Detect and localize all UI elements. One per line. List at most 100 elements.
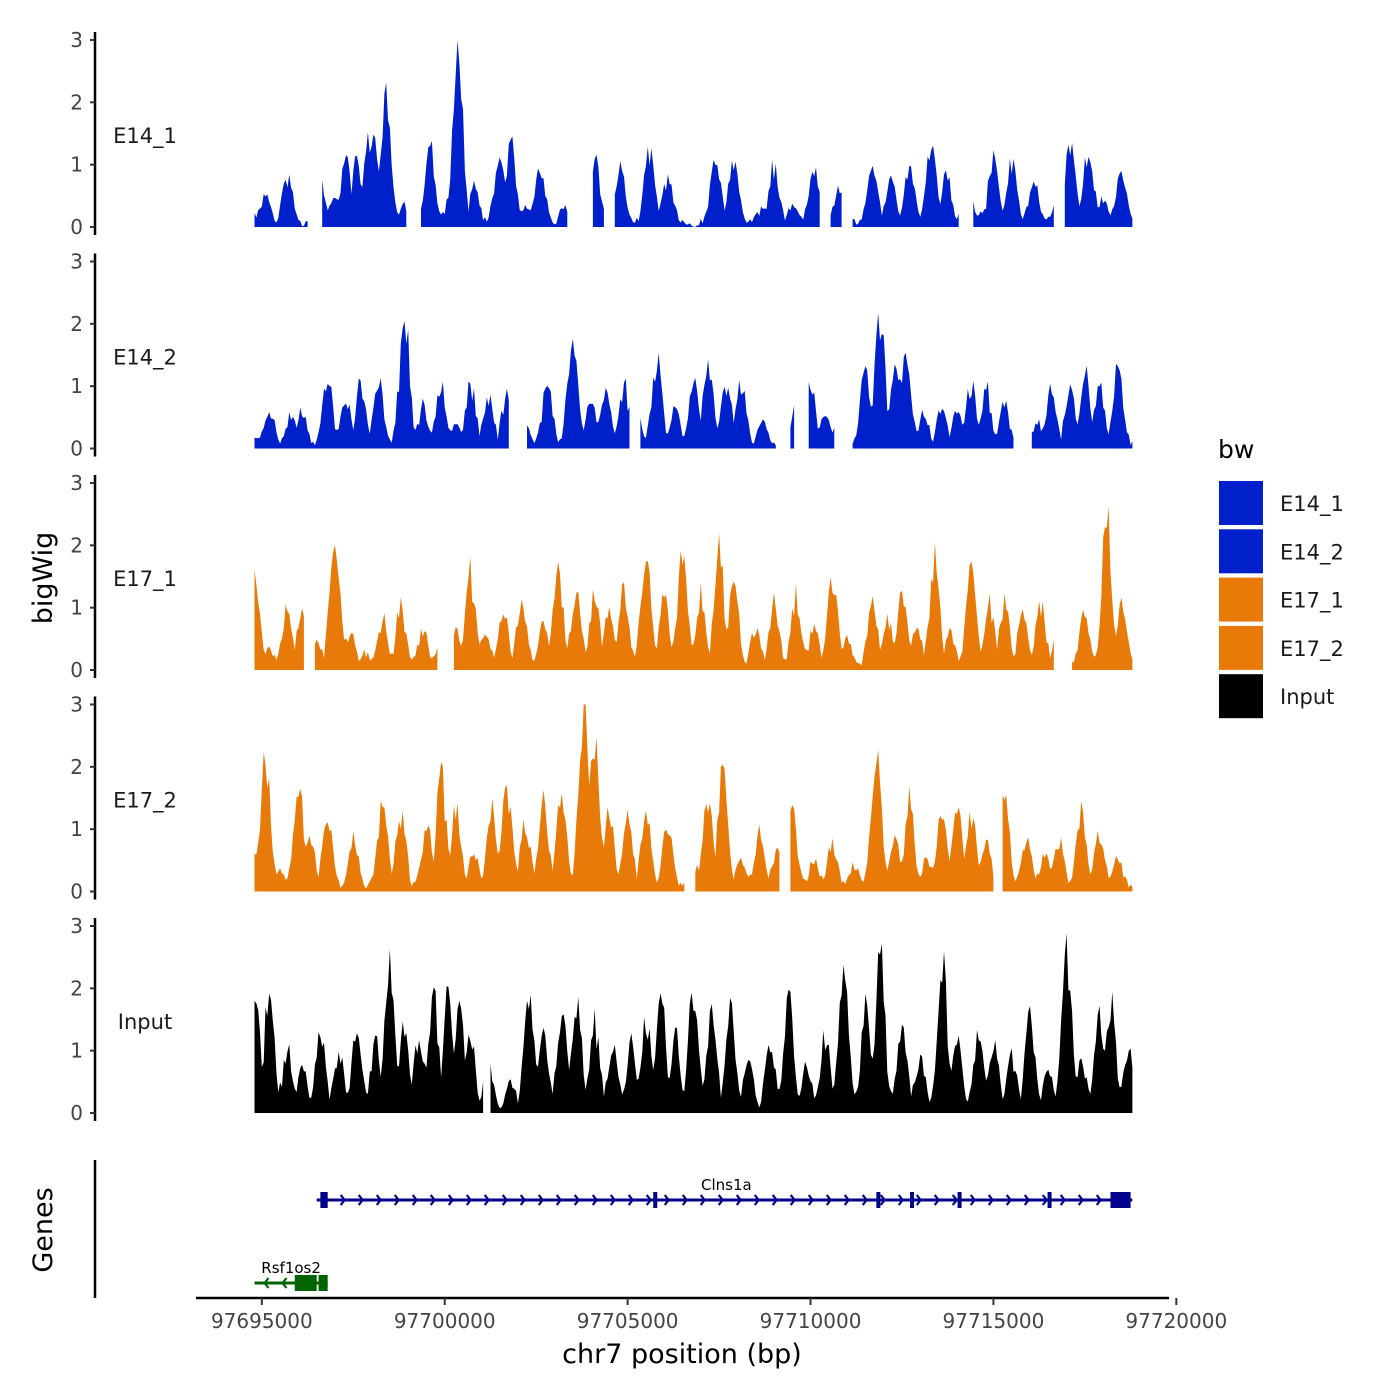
strand-chevron: [735, 1194, 743, 1206]
exon-block: [653, 1192, 658, 1208]
y-tick-label: 2: [70, 755, 83, 779]
track-label-E17_1: E17_1: [113, 567, 177, 592]
y-tick-label: 2: [70, 90, 83, 114]
gene-Rsf1os2: Rsf1os2: [254, 1259, 328, 1291]
y-tick-label: 0: [70, 215, 83, 239]
strand-chevron: [609, 1194, 617, 1206]
legend-label-E17_1: E17_1: [1280, 589, 1344, 614]
track-panel-Input: 0 1 2 3 Input: [70, 914, 1133, 1125]
strand-chevron: [789, 1194, 797, 1206]
strand-chevron: [465, 1194, 473, 1206]
track-panels: 0 1 2 3 E14_1 0 1 2 3 E14_2 0 1 2 3 E17_1 0 1 2 3 E17_2 0 1 2 3…: [70, 28, 1133, 1125]
strand-chevron: [1005, 1194, 1013, 1206]
signal-area-Input: [254, 933, 1133, 1113]
gene-Clns1a: Clns1a: [316, 1176, 1133, 1208]
x-tick-label: 97695000: [211, 1309, 313, 1333]
y-tick-label: 1: [70, 817, 83, 841]
strand-chevron: [645, 1194, 653, 1206]
legend-label-Input: Input: [1280, 685, 1334, 709]
strand-chevron: [537, 1194, 545, 1206]
strand-chevron: [357, 1194, 365, 1206]
gene-label-Rsf1os2: Rsf1os2: [261, 1259, 321, 1277]
strand-chevron: [897, 1194, 905, 1206]
y-tick-label: 3: [70, 693, 83, 717]
strand-chevron: [501, 1194, 509, 1206]
strand-chevron: [879, 1194, 887, 1206]
x-tick-label: 97715000: [943, 1309, 1045, 1333]
strand-chevron: [843, 1194, 851, 1206]
y-axis-title: bigWig: [28, 532, 59, 625]
exon-block: [957, 1192, 962, 1208]
strand-chevron: [573, 1194, 581, 1206]
legend-label-E17_2: E17_2: [1280, 637, 1344, 662]
x-tick-label: 97710000: [760, 1309, 862, 1333]
track-panel-E14_1: 0 1 2 3 E14_1: [70, 28, 1133, 239]
legend-title: bw: [1218, 435, 1254, 464]
strand-chevron: [951, 1194, 959, 1206]
legend-swatch-E17_2: [1219, 625, 1263, 670]
strand-chevron: [627, 1194, 635, 1206]
track-label-E17_2: E17_2: [113, 789, 177, 814]
strand-chevron: [717, 1194, 725, 1206]
y-tick-label: 1: [70, 153, 83, 177]
x-tick-label: 97705000: [577, 1309, 679, 1333]
y-tick-label: 2: [70, 976, 83, 1000]
strand-chevron: [825, 1194, 833, 1206]
legend-swatch-Input: [1219, 674, 1263, 719]
y-tick-label: 0: [70, 1101, 83, 1125]
genes-panel: Clns1a Rsf1os2: [93, 1160, 1133, 1298]
strand-chevron: [987, 1194, 995, 1206]
y-tick-label: 3: [70, 914, 83, 938]
strand-chevron: [1077, 1194, 1085, 1206]
y-tick-label: 3: [70, 250, 83, 274]
strand-chevron: [699, 1194, 707, 1206]
track-panel-E14_2: 0 1 2 3 E14_2: [70, 250, 1133, 461]
strand-chevron: [969, 1194, 977, 1206]
strand-chevron: [1023, 1194, 1031, 1206]
exon-block: [876, 1192, 881, 1208]
x-tick-label: 97700000: [394, 1309, 496, 1333]
y-tick-label: 1: [70, 596, 83, 620]
exon-block: [1110, 1192, 1131, 1208]
strand-chevron: [753, 1194, 761, 1206]
y-tick-label: 0: [70, 437, 83, 461]
strand-chevron: [483, 1194, 491, 1206]
strand-chevron: [1059, 1194, 1067, 1206]
track-panel-E17_2: 0 1 2 3 E17_2: [70, 693, 1133, 904]
legend-swatch-E14_2: [1219, 529, 1263, 574]
track-label-E14_1: E14_1: [113, 124, 177, 149]
strand-chevron: [861, 1194, 869, 1206]
exon-block: [1047, 1192, 1052, 1208]
genes-panel-label: Genes: [28, 1187, 59, 1272]
strand-chevron: [591, 1194, 599, 1206]
track-label-E14_2: E14_2: [113, 346, 177, 371]
y-tick-label: 2: [70, 312, 83, 336]
exon-block: [294, 1275, 317, 1291]
y-tick-label: 2: [70, 533, 83, 557]
strand-chevron: [429, 1194, 437, 1206]
track-label-Input: Input: [118, 1010, 172, 1034]
strand-chevron: [447, 1194, 455, 1206]
signal-area-E17_2: [254, 704, 1133, 892]
strand-chevron: [807, 1194, 815, 1206]
exon-block: [910, 1192, 915, 1208]
strand-chevron: [1041, 1194, 1049, 1206]
track-panel-E17_1: 0 1 2 3 E17_1: [70, 471, 1133, 682]
x-axis-title: chr7 position (bp): [562, 1339, 802, 1370]
y-tick-label: 0: [70, 880, 83, 904]
strand-chevron: [555, 1194, 563, 1206]
y-tick-label: 1: [70, 1039, 83, 1063]
strand-chevron: [393, 1194, 401, 1206]
strand-chevron: [933, 1194, 941, 1206]
strand-chevron: [263, 1277, 270, 1289]
legend-label-E14_2: E14_2: [1280, 540, 1344, 565]
exon-block: [318, 1275, 328, 1291]
y-tick-label: 0: [70, 658, 83, 682]
gene-label-Clns1a: Clns1a: [701, 1176, 752, 1194]
signal-area-E14_2: [254, 313, 1133, 449]
strand-chevron: [1095, 1194, 1103, 1206]
legend-swatch-E14_1: [1219, 481, 1263, 525]
x-tick-label: 97720000: [1125, 1309, 1227, 1333]
strand-chevron: [281, 1277, 288, 1289]
